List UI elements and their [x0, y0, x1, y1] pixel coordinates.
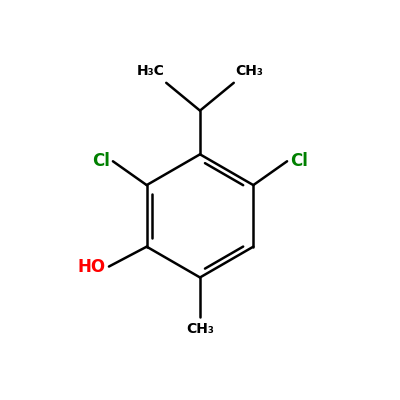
Text: CH₃: CH₃ [186, 322, 214, 336]
Text: H₃C: H₃C [136, 64, 164, 78]
Text: CH₃: CH₃ [236, 64, 264, 78]
Text: HO: HO [78, 258, 106, 276]
Text: Cl: Cl [290, 152, 308, 170]
Text: Cl: Cl [92, 152, 110, 170]
